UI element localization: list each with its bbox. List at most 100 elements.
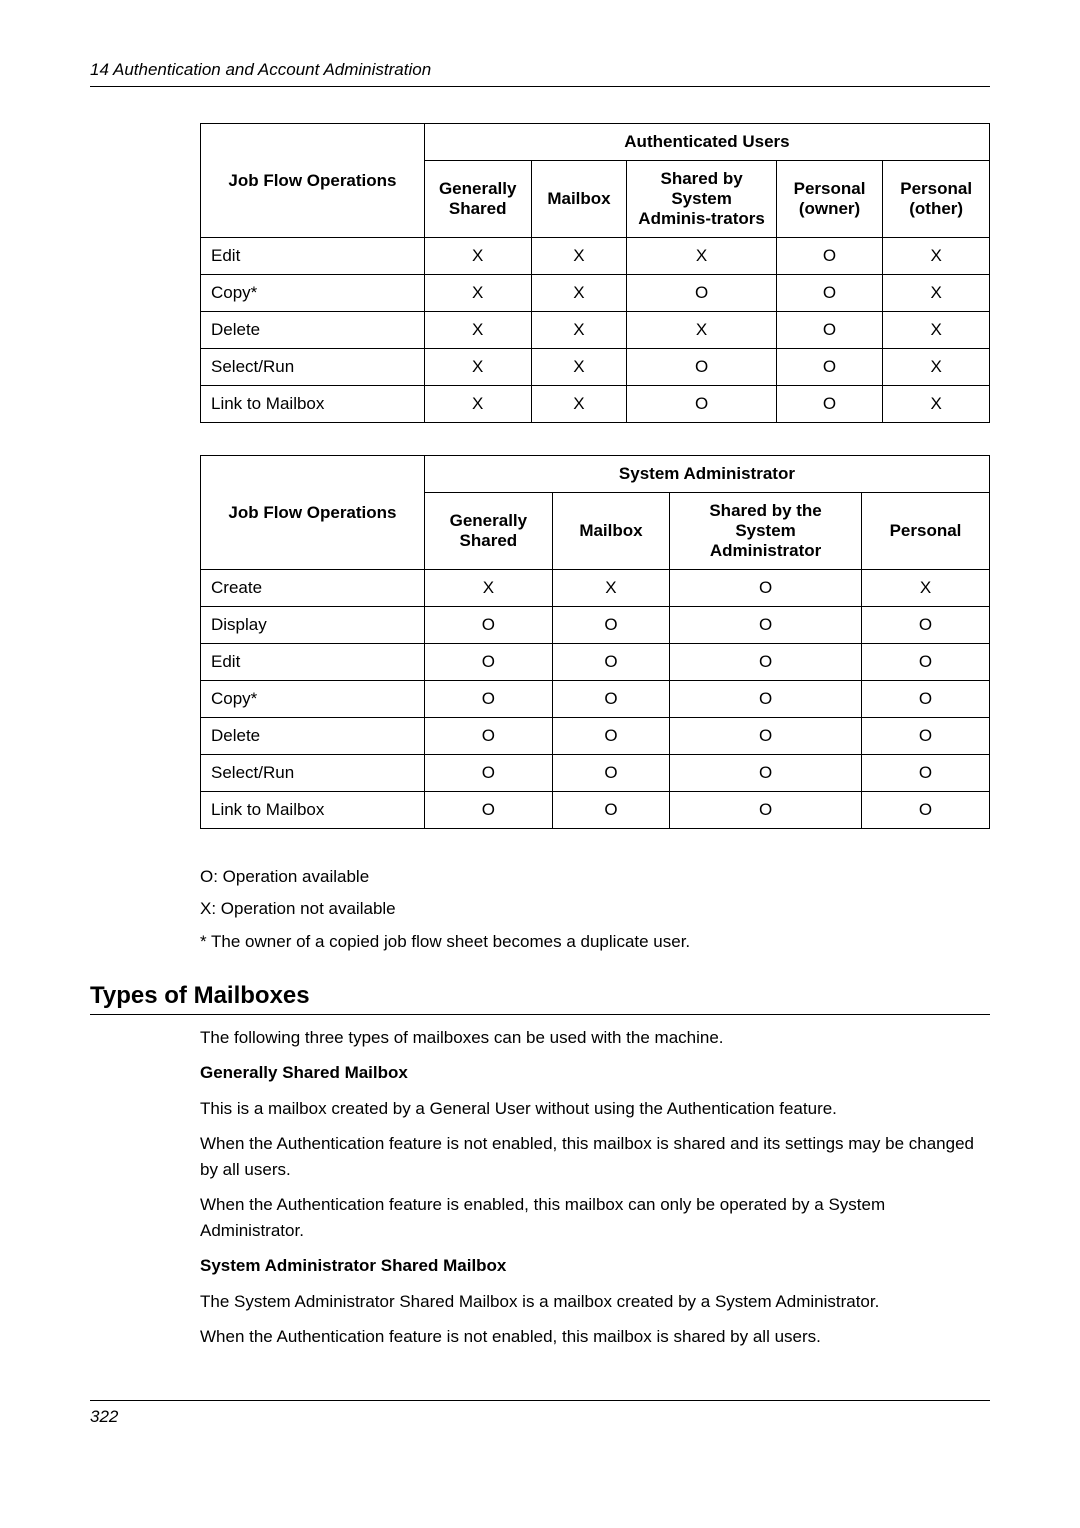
col-header: Generally Shared [424, 161, 531, 238]
value-cell: O [862, 792, 990, 829]
table-row: EditOOOO [201, 644, 990, 681]
value-cell: O [424, 718, 552, 755]
table-system-admin: Job Flow Operations System Administrator… [200, 455, 990, 829]
value-cell: O [424, 755, 552, 792]
operation-cell: Link to Mailbox [201, 792, 425, 829]
value-cell: X [531, 238, 627, 275]
legend-not-available: X: Operation not available [200, 893, 990, 925]
legend-note: * The owner of a copied job flow sheet b… [200, 926, 990, 958]
value-cell: O [670, 607, 862, 644]
operation-cell: Delete [201, 718, 425, 755]
value-cell: X [883, 312, 990, 349]
value-cell: O [424, 792, 552, 829]
value-cell: O [670, 755, 862, 792]
value-cell: X [424, 312, 531, 349]
sub-heading-sys-admin-shared: System Administrator Shared Mailbox [200, 1253, 990, 1279]
value-cell: X [531, 386, 627, 423]
operation-cell: Copy* [201, 275, 425, 312]
paragraph: When the Authentication feature is enabl… [200, 1192, 990, 1243]
table-row: Copy*XXOOX [201, 275, 990, 312]
table-row: Select/RunOOOO [201, 755, 990, 792]
value-cell: O [776, 275, 883, 312]
col-header: Personal (owner) [776, 161, 883, 238]
legend-available: O: Operation available [200, 861, 990, 893]
table-row: Link to MailboxXXOOX [201, 386, 990, 423]
value-cell: X [627, 312, 776, 349]
value-cell: O [776, 349, 883, 386]
operation-cell: Delete [201, 312, 425, 349]
value-cell: O [776, 386, 883, 423]
value-cell: O [670, 792, 862, 829]
value-cell: O [627, 349, 776, 386]
value-cell: X [531, 312, 627, 349]
value-cell: X [531, 275, 627, 312]
page-header: 14 Authentication and Account Administra… [90, 60, 990, 87]
group-header-auth-users: Authenticated Users [424, 124, 989, 161]
value-cell: O [424, 681, 552, 718]
col-header: Personal [862, 493, 990, 570]
intro-paragraph: The following three types of mailboxes c… [200, 1025, 990, 1051]
operation-cell: Display [201, 607, 425, 644]
table-row: CreateXXOX [201, 570, 990, 607]
value-cell: O [424, 644, 552, 681]
col-header: Personal (other) [883, 161, 990, 238]
value-cell: X [424, 238, 531, 275]
value-cell: X [424, 275, 531, 312]
operation-cell: Edit [201, 644, 425, 681]
table-row: Select/RunXXOOX [201, 349, 990, 386]
table-row: DeleteXXXOX [201, 312, 990, 349]
value-cell: O [862, 755, 990, 792]
value-cell: O [670, 644, 862, 681]
table-row: Copy*OOOO [201, 681, 990, 718]
table-row: DisplayOOOO [201, 607, 990, 644]
value-cell: X [424, 570, 552, 607]
table-row: DeleteOOOO [201, 718, 990, 755]
value-cell: O [552, 681, 669, 718]
value-cell: X [862, 570, 990, 607]
value-cell: O [670, 570, 862, 607]
value-cell: O [670, 718, 862, 755]
col-ops-header: Job Flow Operations [201, 456, 425, 570]
value-cell: X [424, 386, 531, 423]
col-ops-header: Job Flow Operations [201, 124, 425, 238]
value-cell: X [424, 349, 531, 386]
col-header: Shared by the System Administrator [670, 493, 862, 570]
col-header: Mailbox [531, 161, 627, 238]
value-cell: O [776, 238, 883, 275]
operation-cell: Select/Run [201, 349, 425, 386]
value-cell: O [862, 718, 990, 755]
value-cell: X [883, 386, 990, 423]
table-row: EditXXXOX [201, 238, 990, 275]
legend: O: Operation available X: Operation not … [200, 861, 990, 958]
value-cell: X [883, 238, 990, 275]
value-cell: O [862, 644, 990, 681]
paragraph: The System Administrator Shared Mailbox … [200, 1289, 990, 1315]
value-cell: O [670, 681, 862, 718]
value-cell: O [627, 275, 776, 312]
value-cell: O [552, 644, 669, 681]
col-header: Mailbox [552, 493, 669, 570]
operation-cell: Select/Run [201, 755, 425, 792]
value-cell: O [424, 607, 552, 644]
value-cell: O [552, 607, 669, 644]
value-cell: X [531, 349, 627, 386]
value-cell: X [883, 275, 990, 312]
value-cell: O [552, 718, 669, 755]
value-cell: X [627, 238, 776, 275]
operation-cell: Edit [201, 238, 425, 275]
value-cell: O [862, 681, 990, 718]
value-cell: O [552, 755, 669, 792]
value-cell: X [552, 570, 669, 607]
group-header-sys-admin: System Administrator [424, 456, 989, 493]
sub-heading-generally-shared: Generally Shared Mailbox [200, 1060, 990, 1086]
col-header: Generally Shared [424, 493, 552, 570]
page-number: 322 [90, 1400, 990, 1427]
paragraph: When the Authentication feature is not e… [200, 1131, 990, 1182]
operation-cell: Copy* [201, 681, 425, 718]
operation-cell: Create [201, 570, 425, 607]
value-cell: O [862, 607, 990, 644]
table-row: Link to MailboxOOOO [201, 792, 990, 829]
table-authenticated-users: Job Flow Operations Authenticated Users … [200, 123, 990, 423]
value-cell: O [552, 792, 669, 829]
paragraph: This is a mailbox created by a General U… [200, 1096, 990, 1122]
